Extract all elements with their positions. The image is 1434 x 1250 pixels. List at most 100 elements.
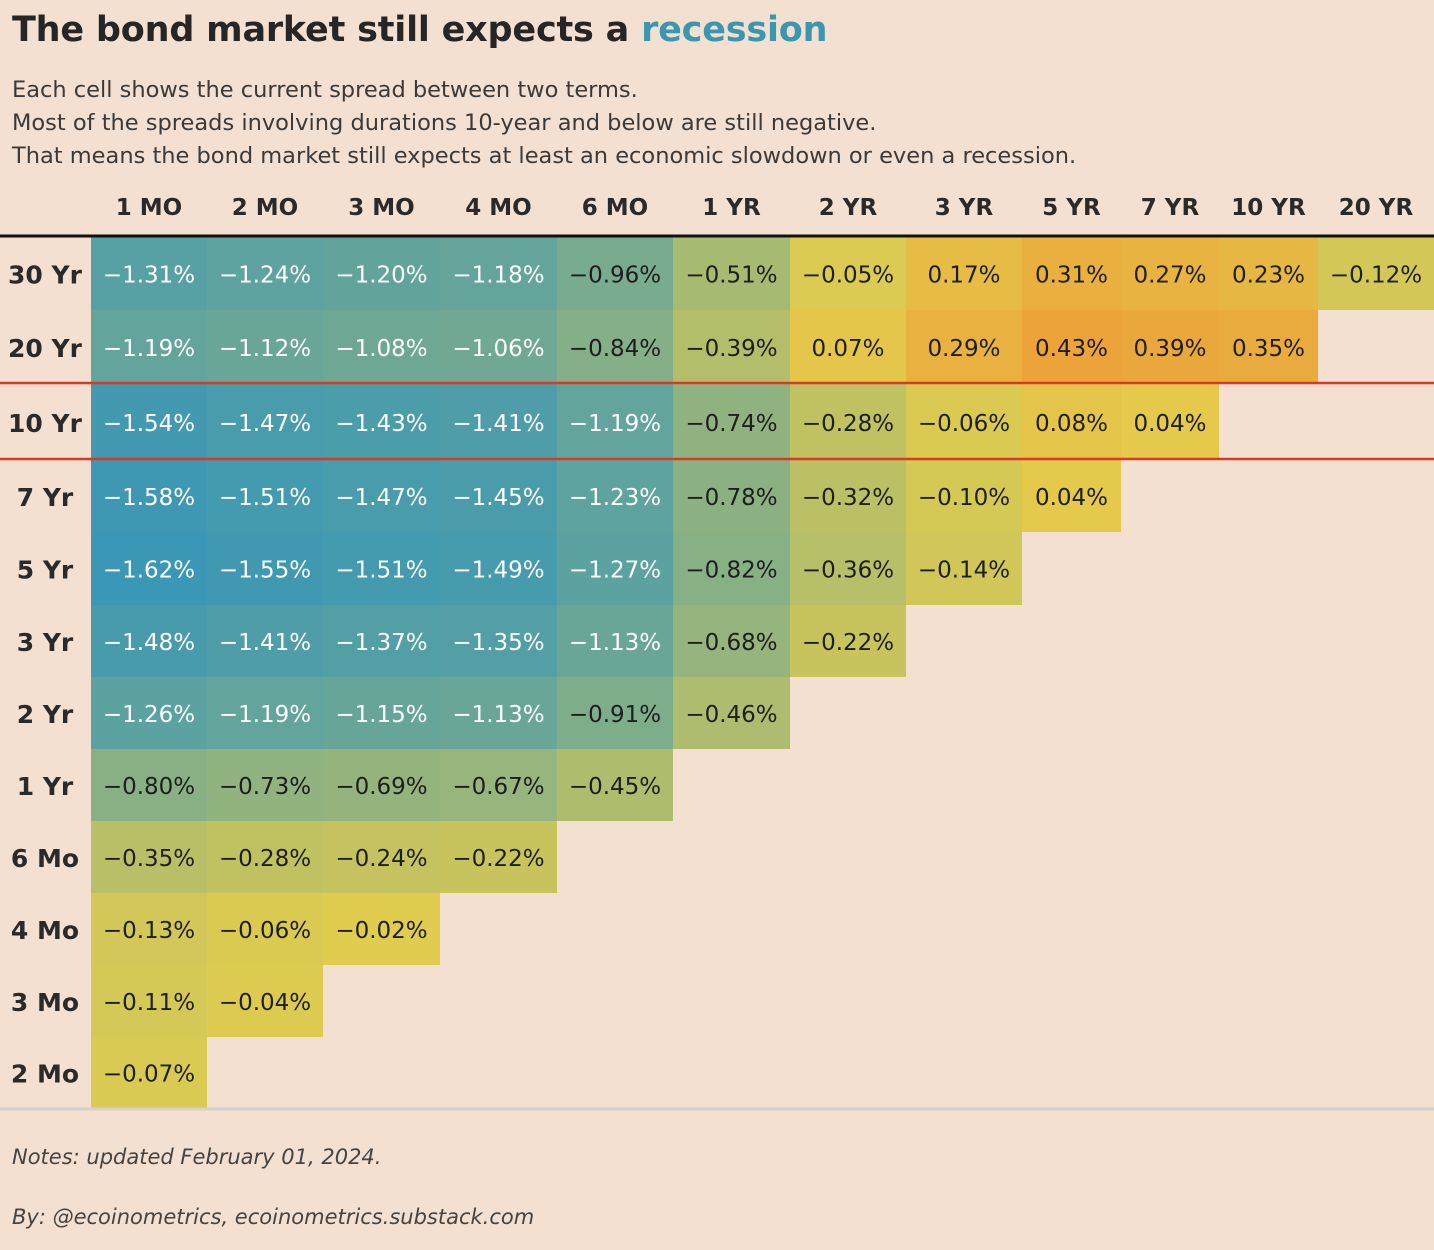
row-header: 6 Mo — [11, 844, 79, 873]
heatmap-cell — [91, 749, 207, 821]
heatmap-cell — [790, 310, 906, 384]
heatmap-cell — [440, 460, 557, 532]
heatmap-cell — [1121, 310, 1219, 384]
cell-value-label: −1.23% — [569, 485, 661, 511]
heatmap-cell — [323, 310, 440, 384]
heatmap-cell — [673, 310, 790, 384]
heatmap-cell — [557, 460, 673, 532]
heatmap-cell — [557, 237, 673, 310]
column-header: 4 MO — [465, 195, 531, 221]
row-header: 2 Mo — [11, 1060, 79, 1089]
heatmap-cell — [323, 749, 440, 821]
heatmap-cell — [906, 237, 1022, 310]
heatmap-cell — [91, 605, 207, 677]
column-header: 1 YR — [702, 195, 761, 221]
heatmap-cell — [207, 821, 323, 893]
heatmap-cell — [906, 384, 1022, 460]
heatmap-cell — [323, 384, 440, 460]
heatmap-cell — [790, 605, 906, 677]
heatmap-cell — [557, 310, 673, 384]
heatmap-cell — [1022, 460, 1121, 532]
heatmap-cell — [91, 384, 207, 460]
cell-value-label: −1.27% — [569, 558, 661, 584]
heatmap-cell — [207, 532, 323, 605]
cell-value-label: −1.47% — [335, 485, 427, 511]
cell-value-label: −0.11% — [103, 990, 195, 1016]
heatmap-cell — [790, 384, 906, 460]
cell-value-label: −0.06% — [918, 411, 1010, 437]
column-header: 20 YR — [1339, 195, 1414, 221]
heatmap-cell — [207, 384, 323, 460]
heatmap-cell — [207, 677, 323, 749]
cell-value-label: −1.58% — [103, 485, 195, 511]
heatmap-cell — [790, 460, 906, 532]
heatmap-cell — [557, 749, 673, 821]
cell-value-label: −0.05% — [802, 263, 894, 289]
cell-value-label: −1.20% — [335, 263, 427, 289]
heatmap-cell — [1022, 310, 1121, 384]
heatmap-cell — [906, 310, 1022, 384]
cell-value-label: −0.74% — [685, 411, 777, 437]
row-header: 10 Yr — [8, 409, 83, 438]
cell-value-label: −1.37% — [335, 630, 427, 656]
column-header: 2 MO — [232, 195, 298, 221]
cell-value-label: −1.19% — [569, 411, 661, 437]
heatmap-cell — [1219, 237, 1318, 310]
heatmap-cell — [91, 1037, 207, 1108]
heatmap-cell — [91, 532, 207, 605]
heatmap-cell — [323, 821, 440, 893]
cell-value-label: −0.91% — [569, 702, 661, 728]
cell-value-label: −0.82% — [685, 558, 777, 584]
cell-value-label: −0.10% — [918, 485, 1010, 511]
heatmap-cell — [91, 460, 207, 532]
heatmap-cell — [91, 677, 207, 749]
heatmap-cell — [1022, 384, 1121, 460]
column-header: 1 MO — [116, 195, 182, 221]
chart-title: The bond market still expects a recessio… — [12, 10, 828, 50]
cell-value-label: −1.06% — [452, 336, 544, 362]
row-header: 5 Yr — [17, 556, 74, 585]
heatmap-cell — [323, 677, 440, 749]
cell-value-label: −0.78% — [685, 485, 777, 511]
cell-value-label: −1.51% — [335, 558, 427, 584]
cell-value-label: −1.51% — [219, 485, 311, 511]
row-header: 1 Yr — [17, 772, 74, 801]
heatmap-cell — [440, 237, 557, 310]
heatmap-cell — [91, 893, 207, 965]
cell-value-label: −1.54% — [103, 411, 195, 437]
title-prefix: The bond market still expects a — [12, 10, 642, 50]
cell-value-label: −1.45% — [452, 485, 544, 511]
heatmap-cell — [557, 532, 673, 605]
subtitle-line-3: That means the bond market still expects… — [12, 143, 1077, 169]
heatmap-cell — [91, 821, 207, 893]
chart-notes: Notes: updated February 01, 2024. — [12, 1145, 382, 1169]
heatmap-cell — [207, 237, 323, 310]
cell-value-label: −0.12% — [1330, 263, 1422, 289]
row-header: 4 Mo — [11, 916, 79, 945]
cell-value-label: −0.45% — [569, 774, 661, 800]
row-header: 20 Yr — [8, 334, 83, 363]
chart-subtitle: Each cell shows the current spread betwe… — [12, 74, 1076, 173]
cell-value-label: 0.08% — [1035, 411, 1108, 437]
cell-value-label: −0.80% — [103, 774, 195, 800]
heatmap-cell — [440, 532, 557, 605]
heatmap-cell — [91, 237, 207, 310]
cell-value-label: −0.46% — [685, 702, 777, 728]
cell-value-label: −0.73% — [219, 774, 311, 800]
heatmap-cell — [207, 749, 323, 821]
cell-value-label: −0.68% — [685, 630, 777, 656]
heatmap-cell — [440, 605, 557, 677]
cell-value-label: −1.15% — [335, 702, 427, 728]
cell-value-label: −0.22% — [452, 846, 544, 872]
heatmap-cell — [790, 532, 906, 605]
column-header: 3 MO — [348, 195, 414, 221]
cell-value-label: −1.35% — [452, 630, 544, 656]
cell-value-label: 0.04% — [1133, 411, 1206, 437]
heatmap-cell — [790, 237, 906, 310]
cell-value-label: 0.04% — [1035, 485, 1108, 511]
cell-value-label: −1.55% — [219, 558, 311, 584]
cell-value-label: −1.49% — [452, 558, 544, 584]
cell-value-label: −1.48% — [103, 630, 195, 656]
row-header: 30 Yr — [8, 261, 83, 290]
heatmap-cell — [91, 310, 207, 384]
